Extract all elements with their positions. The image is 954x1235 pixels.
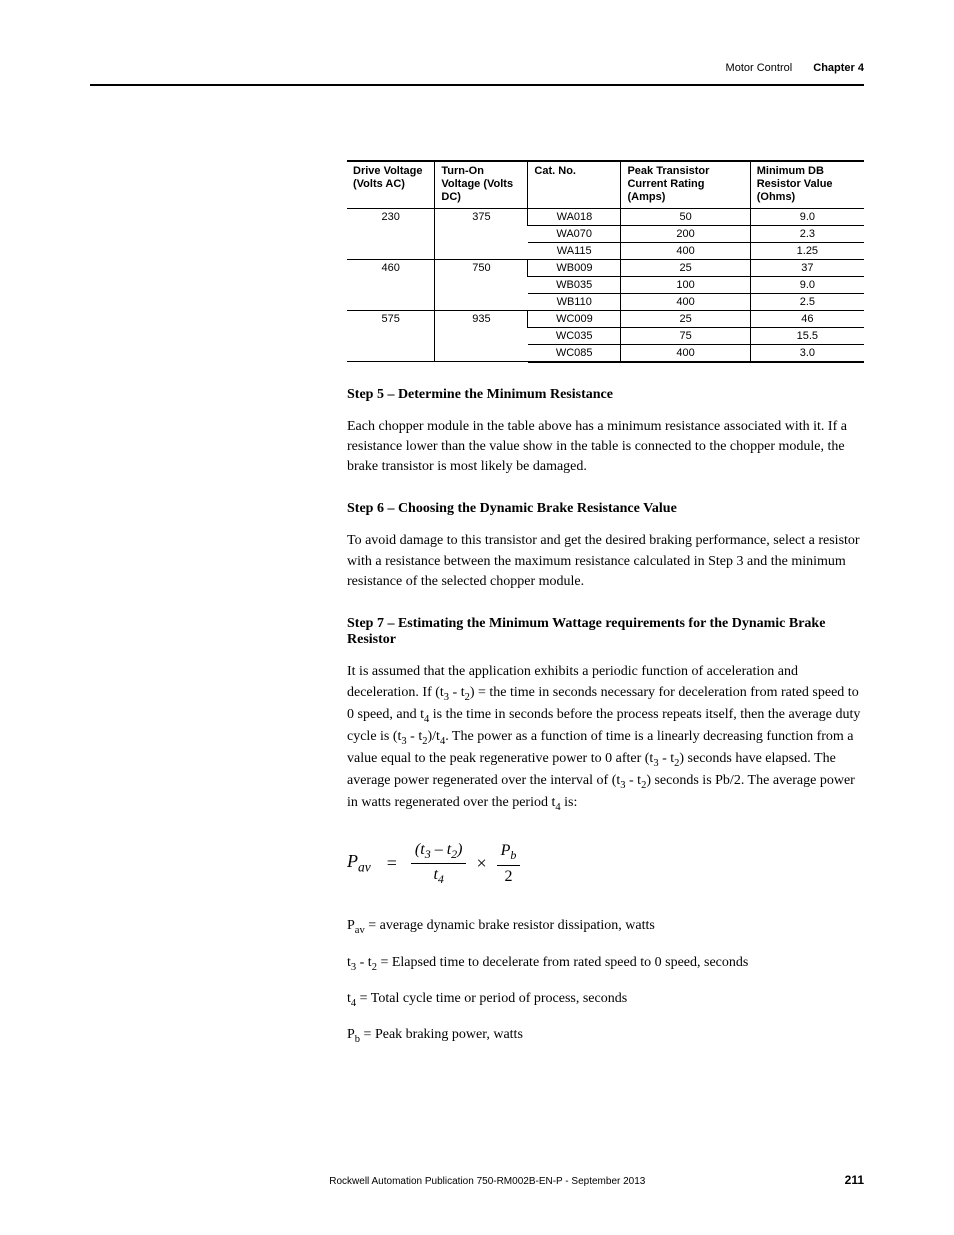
cell-peak-current: 400 xyxy=(621,242,750,259)
step6-para: To avoid damage to this transistor and g… xyxy=(347,531,864,592)
header-chapter: Chapter 4 xyxy=(813,62,864,74)
text: )/t xyxy=(427,729,439,744)
text: - t xyxy=(659,751,675,766)
cell-min-resistor: 9.0 xyxy=(750,276,864,293)
page-header: Motor Control Chapter 4 xyxy=(726,62,864,74)
step5-para: Each chopper module in the table above h… xyxy=(347,417,864,478)
cell-cat-no: WB110 xyxy=(528,293,621,310)
cell-peak-current: 50 xyxy=(621,208,750,225)
table-header: Turn-On Voltage (Volts DC) xyxy=(435,161,528,208)
cell-cat-no: WA115 xyxy=(528,242,621,259)
text: 4 xyxy=(438,872,444,886)
chopper-module-table: Drive Voltage (Volts AC) Turn-On Voltage… xyxy=(347,160,864,363)
text: – t xyxy=(431,841,451,858)
page-footer: Rockwell Automation Publication 750-RM00… xyxy=(90,1173,864,1187)
table-header: Peak Transistor Current Rating (Amps) xyxy=(621,161,750,208)
header-rule xyxy=(90,84,864,86)
cell-min-resistor: 3.0 xyxy=(750,344,864,362)
step5-title: Step 5 – Determine the Minimum Resistanc… xyxy=(347,387,864,403)
definition-t4: t4 = Total cycle time or period of proce… xyxy=(347,989,864,1011)
text: - t xyxy=(449,685,465,700)
cell-drive-voltage: 230 xyxy=(347,208,435,259)
cell-min-resistor: 2.5 xyxy=(750,293,864,310)
step7-title: Step 7 – Estimating the Minimum Wattage … xyxy=(347,616,864,648)
table-row: 460750WB0092537 xyxy=(347,259,864,276)
text: 2 xyxy=(501,866,517,886)
text: P xyxy=(501,842,511,859)
cell-peak-current: 400 xyxy=(621,293,750,310)
cell-cat-no: WC085 xyxy=(528,344,621,362)
text: ) xyxy=(457,841,462,858)
table-row: 230375WA018509.0 xyxy=(347,208,864,225)
text: - t xyxy=(407,729,423,744)
cell-turnon-voltage: 375 xyxy=(435,208,528,259)
cell-min-resistor: 46 xyxy=(750,310,864,327)
text: av xyxy=(358,860,371,875)
cell-cat-no: WB009 xyxy=(528,259,621,276)
text: = average dynamic brake resistor dissipa… xyxy=(365,918,655,933)
definition-pb: Pb = Peak braking power, watts xyxy=(347,1025,864,1047)
page: Motor Control Chapter 4 Drive Voltage (V… xyxy=(0,0,954,1235)
cell-cat-no: WA018 xyxy=(528,208,621,225)
footer-publication: Rockwell Automation Publication 750-RM00… xyxy=(130,1176,845,1187)
cell-peak-current: 25 xyxy=(621,310,750,327)
cell-min-resistor: 9.0 xyxy=(750,208,864,225)
text: (t xyxy=(415,841,425,858)
equation-pav: Pav = (t3 – t2) t4 × Pb 2 xyxy=(347,841,864,887)
cell-turnon-voltage: 935 xyxy=(435,310,528,362)
cell-turnon-voltage: 750 xyxy=(435,259,528,310)
definition-pav: Pav = average dynamic brake resistor dis… xyxy=(347,916,864,938)
cell-drive-voltage: 460 xyxy=(347,259,435,310)
cell-cat-no: WA070 xyxy=(528,225,621,242)
text: = Elapsed time to decelerate from rated … xyxy=(377,955,748,970)
table-body: 230375WA018509.0WA0702002.3WA1154001.254… xyxy=(347,208,864,362)
text: = Total cycle time or period of process,… xyxy=(356,991,627,1006)
table-header: Drive Voltage (Volts AC) xyxy=(347,161,435,208)
table-row: 575935WC0092546 xyxy=(347,310,864,327)
cell-min-resistor: 2.3 xyxy=(750,225,864,242)
text: P xyxy=(347,918,355,933)
cell-peak-current: 200 xyxy=(621,225,750,242)
cell-min-resistor: 37 xyxy=(750,259,864,276)
content-column: Drive Voltage (Volts AC) Turn-On Voltage… xyxy=(347,160,864,1061)
step7-para: It is assumed that the application exhib… xyxy=(347,662,864,814)
text: P xyxy=(347,1027,355,1042)
cell-cat-no: WB035 xyxy=(528,276,621,293)
cell-peak-current: 100 xyxy=(621,276,750,293)
cell-peak-current: 400 xyxy=(621,344,750,362)
text: - t xyxy=(356,955,372,970)
cell-min-resistor: 1.25 xyxy=(750,242,864,259)
definition-t3t2: t3 - t2 = Elapsed time to decelerate fro… xyxy=(347,953,864,975)
text: is: xyxy=(561,795,578,810)
cell-cat-no: WC009 xyxy=(528,310,621,327)
header-section: Motor Control xyxy=(726,62,793,74)
text: P xyxy=(347,851,358,871)
step6-title: Step 6 – Choosing the Dynamic Brake Resi… xyxy=(347,501,864,517)
cell-drive-voltage: 575 xyxy=(347,310,435,362)
footer-page-number: 211 xyxy=(845,1173,864,1187)
table-header: Minimum DB Resistor Value (Ohms) xyxy=(750,161,864,208)
cell-peak-current: 75 xyxy=(621,327,750,344)
text: - t xyxy=(626,773,642,788)
cell-cat-no: WC035 xyxy=(528,327,621,344)
cell-min-resistor: 15.5 xyxy=(750,327,864,344)
table-header: Cat. No. xyxy=(528,161,621,208)
text: av xyxy=(355,925,365,936)
text: b xyxy=(510,848,516,862)
cell-peak-current: 25 xyxy=(621,259,750,276)
text: = Peak braking power, watts xyxy=(360,1027,523,1042)
